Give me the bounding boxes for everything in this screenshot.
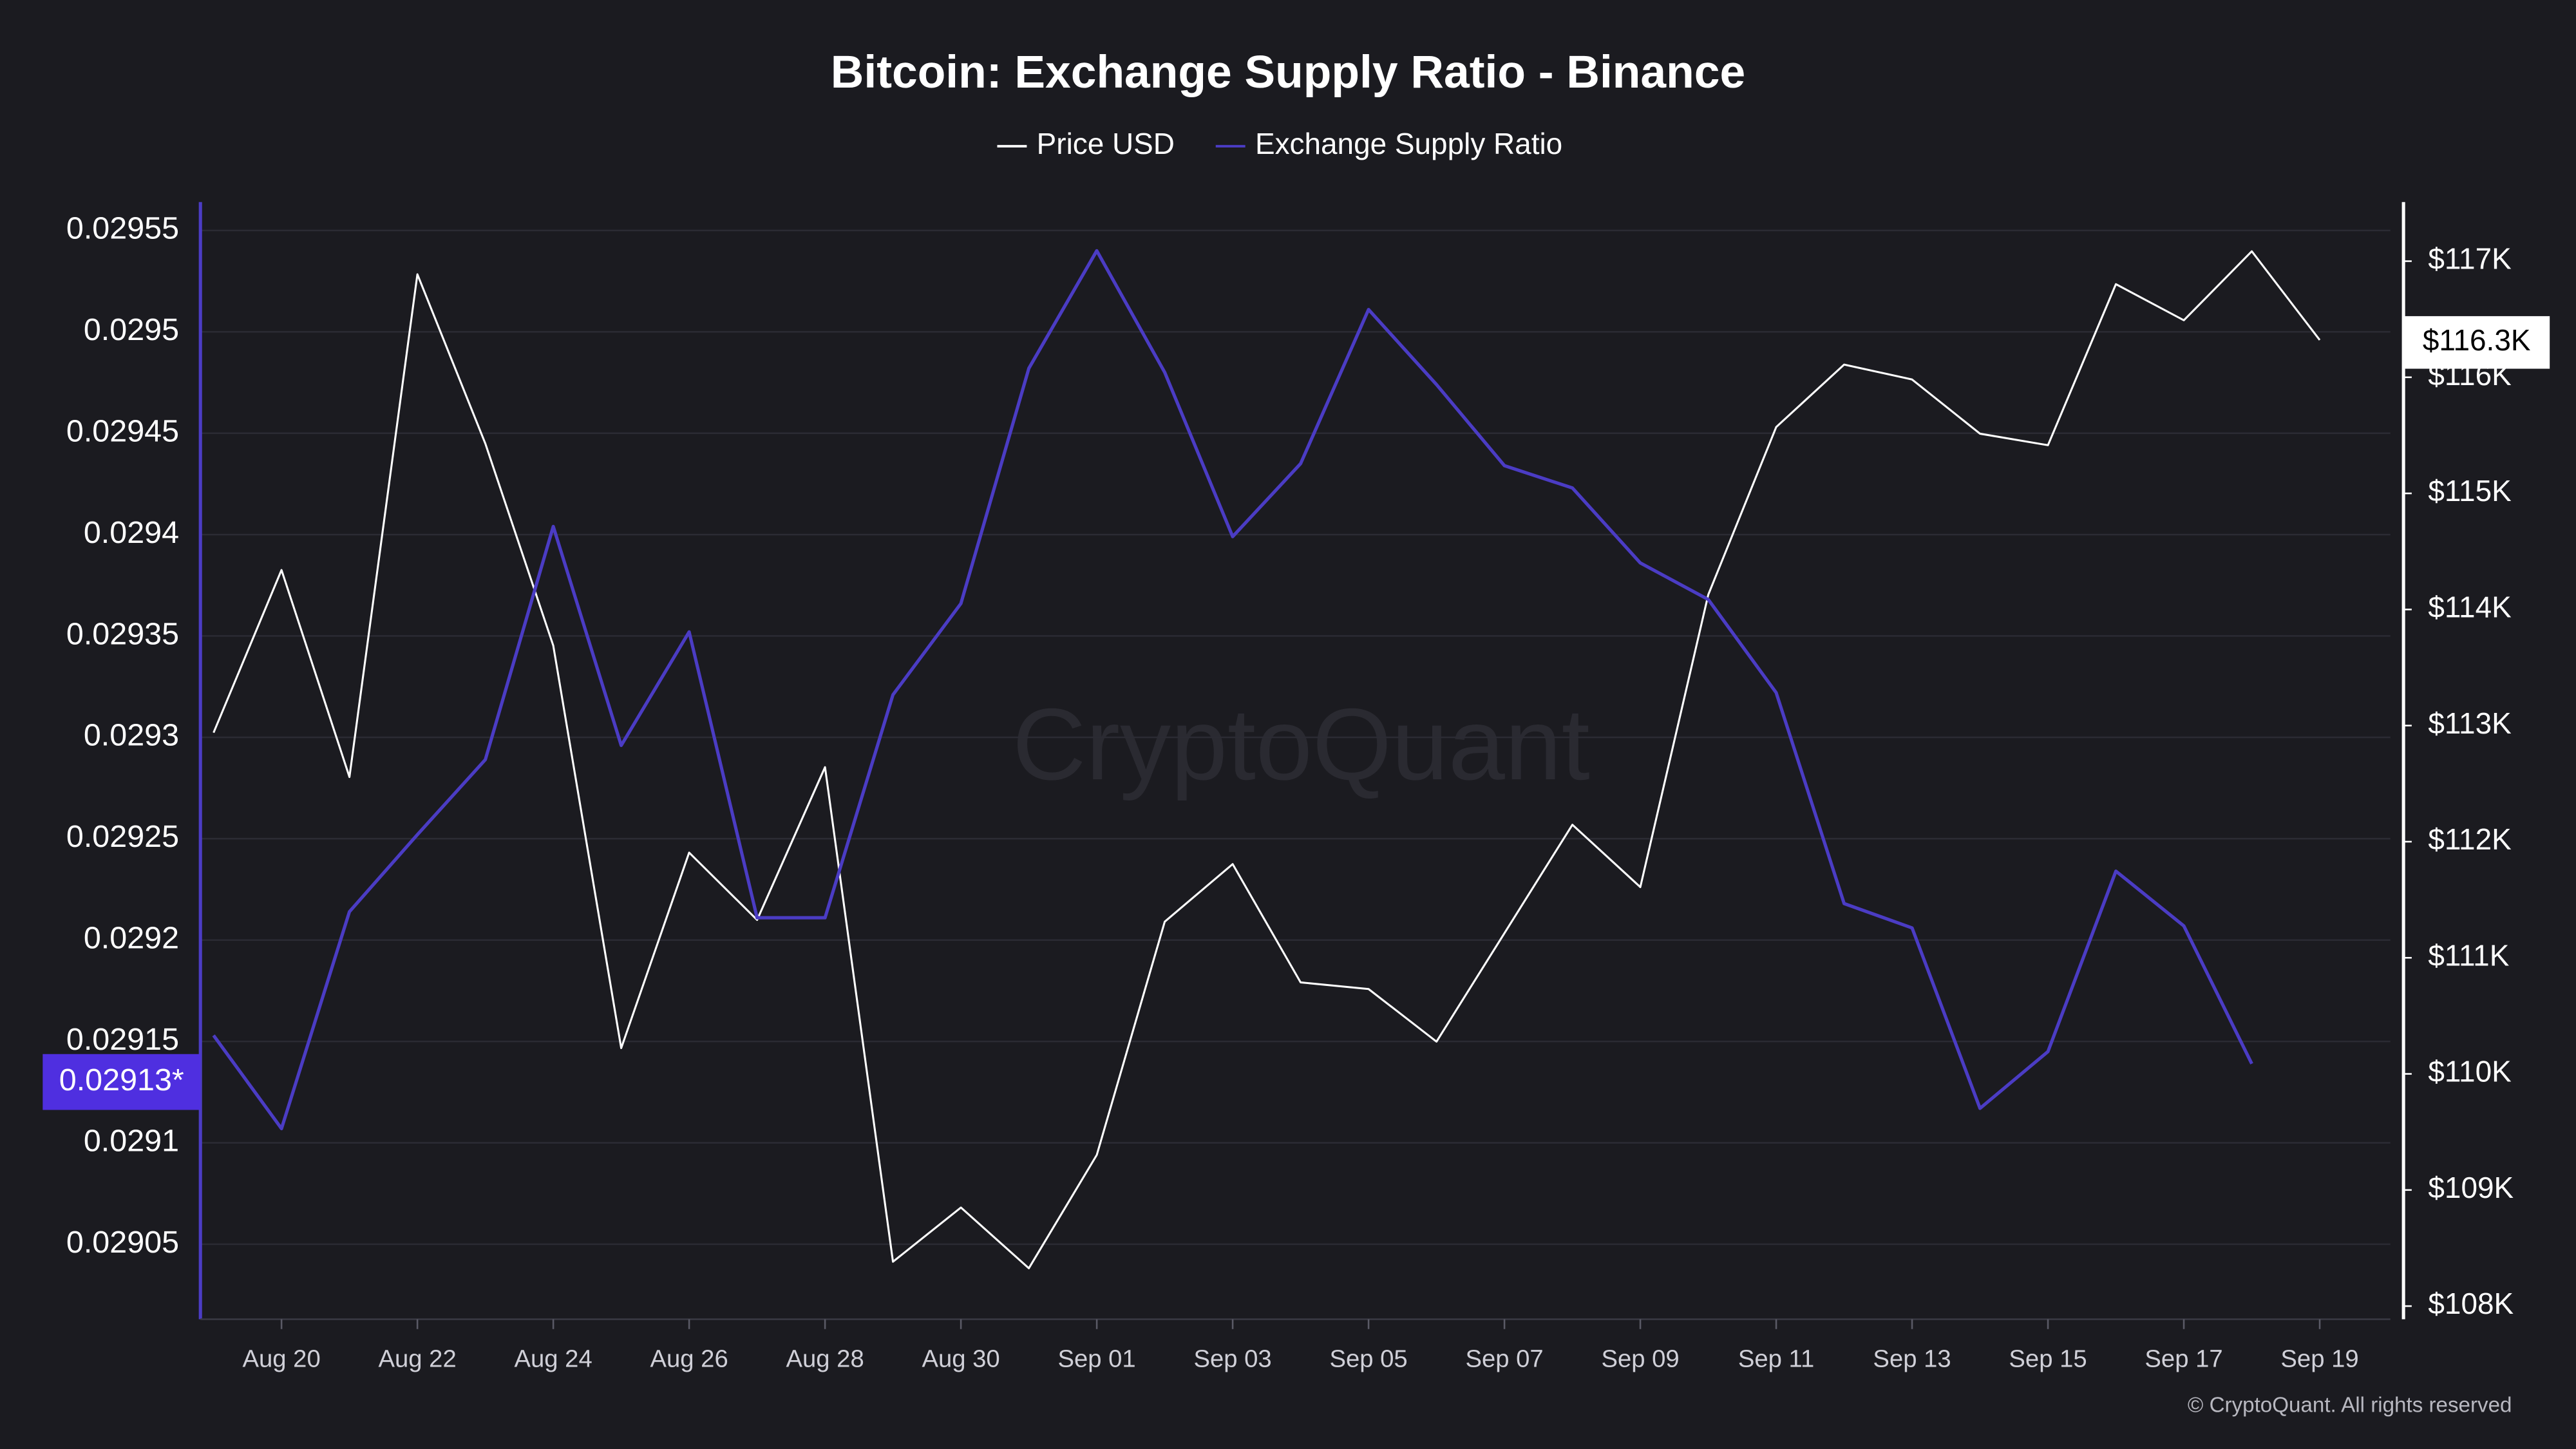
y2-tick-label: $112K xyxy=(2428,822,2512,856)
y-tick-label: 0.0293 xyxy=(84,718,179,753)
x-tick-label: Sep 11 xyxy=(1738,1345,1814,1372)
x-tick-label: Sep 19 xyxy=(2280,1345,2358,1372)
y-tick-label: 0.02905 xyxy=(66,1225,179,1260)
y2-tick-label: $108K xyxy=(2428,1287,2514,1320)
x-tick-label: Sep 01 xyxy=(1057,1345,1135,1372)
x-tick-label: Sep 17 xyxy=(2145,1345,2222,1372)
y2-tick-label: $113K xyxy=(2428,706,2512,740)
y-tick-label: 0.0292 xyxy=(84,921,179,956)
y2-tick-label: $109K xyxy=(2428,1171,2514,1204)
x-tick-label: Sep 03 xyxy=(1193,1345,1271,1372)
y-tick-label: 0.02935 xyxy=(66,616,179,651)
x-tick-label: Sep 13 xyxy=(1873,1345,1951,1372)
x-tick-label: Aug 30 xyxy=(922,1345,999,1372)
y2-tick-label: $117K xyxy=(2428,242,2512,276)
x-tick-label: Sep 15 xyxy=(2009,1345,2087,1372)
legend-label: Price USD xyxy=(1037,127,1175,160)
last-value-badge xyxy=(2403,316,2550,369)
series-line xyxy=(213,250,2321,1269)
x-tick-label: Sep 07 xyxy=(1465,1345,1543,1372)
y2-tick-label: $111K xyxy=(2428,938,2509,972)
y-tick-label: 0.02925 xyxy=(66,819,179,854)
x-tick-label: Aug 20 xyxy=(243,1345,321,1372)
y2-tick-label: $114K xyxy=(2428,591,2512,624)
y-tick-label: 0.0291 xyxy=(84,1123,179,1158)
x-tick-label: Aug 22 xyxy=(379,1345,457,1372)
x-tick-label: Sep 09 xyxy=(1601,1345,1679,1372)
y2-tick-label: $115K xyxy=(2428,474,2512,507)
chart-title: Bitcoin: Exchange Supply Ratio - Binance xyxy=(831,46,1745,98)
last-value-label: $116.3K xyxy=(2423,323,2531,357)
y-tick-label: 0.02955 xyxy=(66,211,179,246)
x-tick-label: Aug 26 xyxy=(650,1345,728,1372)
y-tick-label: 0.0294 xyxy=(84,515,179,550)
last-value-badge xyxy=(43,1054,201,1110)
watermark: CryptoQuant xyxy=(1012,687,1590,801)
last-value-label: 0.02913* xyxy=(59,1063,184,1097)
series-line xyxy=(212,249,2253,1131)
copyright: © CryptoQuant. All rights reserved xyxy=(2188,1393,2512,1417)
x-tick-label: Aug 24 xyxy=(515,1345,592,1372)
y-tick-label: 0.0295 xyxy=(84,312,179,347)
legend-label: Exchange Supply Ratio xyxy=(1255,127,1562,160)
x-tick-label: Sep 05 xyxy=(1329,1345,1407,1372)
y-tick-label: 0.02945 xyxy=(66,413,179,448)
y-tick-label: 0.02915 xyxy=(66,1022,179,1057)
y2-tick-label: $110K xyxy=(2428,1055,2512,1088)
x-tick-label: Aug 28 xyxy=(786,1345,864,1372)
